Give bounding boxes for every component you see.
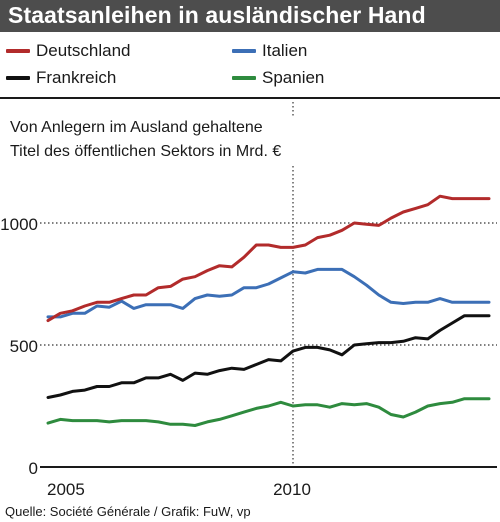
- legend-swatch-italien: [232, 49, 256, 53]
- legend-swatch-spanien: [232, 76, 256, 80]
- chart-title: Staatsanleihen in ausländischer Hand: [8, 2, 426, 28]
- chart-subtitle: Von Anlegern im Ausland gehaltene Titel …: [10, 116, 310, 164]
- legend-divider: [0, 97, 500, 99]
- legend-item-deutschland: Deutschland: [6, 38, 131, 64]
- line-chart: 0 500 1000 2005 2010: [0, 102, 497, 499]
- series-line-deutschland: [46, 194, 491, 323]
- x-tick-label-2005: 2005: [47, 480, 85, 499]
- title-bar: Staatsanleihen in ausländischer Hand: [0, 0, 500, 32]
- source-note: Quelle: Société Générale / Grafik: FuW, …: [5, 504, 251, 519]
- x-tick-label-2010: 2010: [273, 480, 311, 499]
- y-tick-label-0: 0: [29, 459, 38, 478]
- legend-item-spanien: Spanien: [232, 65, 324, 91]
- series-line-frankreich: [46, 314, 491, 399]
- legend-label-deutschland: Deutschland: [36, 41, 131, 60]
- legend-label-spanien: Spanien: [262, 68, 325, 87]
- legend-swatch-deutschland: [6, 49, 30, 53]
- subtitle-line-2: Titel des öffentlichen Sektors in Mrd. €: [10, 143, 282, 160]
- y-tick-label-500: 500: [10, 337, 38, 356]
- y-tick-label-1000: 1000: [0, 215, 38, 234]
- series-line-spanien: [46, 397, 491, 427]
- series-line-italien: [46, 267, 491, 319]
- legend-label-frankreich: Frankreich: [36, 68, 117, 87]
- legend-label-italien: Italien: [262, 41, 308, 60]
- subtitle-line-1: Von Anlegern im Ausland gehaltene: [10, 119, 263, 136]
- legend: Deutschland Italien Frankreich Spanien: [0, 38, 500, 94]
- legend-item-frankreich: Frankreich: [6, 65, 116, 91]
- legend-swatch-frankreich: [6, 76, 30, 80]
- legend-item-italien: Italien: [232, 38, 307, 64]
